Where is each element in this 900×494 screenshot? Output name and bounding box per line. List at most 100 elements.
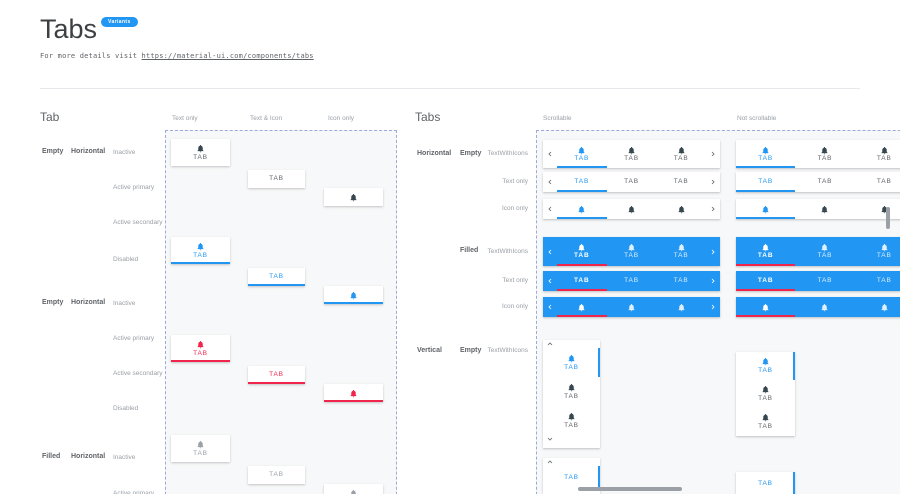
tab[interactable]: TAB — [607, 237, 657, 266]
vertical-scrollbar-thumb[interactable] — [886, 207, 890, 229]
tab[interactable]: TAB — [171, 335, 230, 362]
tab[interactable]: TAB — [656, 172, 706, 192]
scroll-next-button[interactable] — [706, 271, 720, 291]
scroll-next-button[interactable] — [706, 199, 720, 219]
section-title: Tabs — [415, 110, 441, 124]
scroll-next-button[interactable] — [706, 140, 720, 168]
active-indicator — [736, 289, 796, 291]
tab[interactable]: TAB — [607, 140, 657, 168]
tab[interactable]: TAB — [543, 377, 600, 406]
tab[interactable]: TAB — [656, 237, 706, 266]
chevron-right-icon — [711, 304, 715, 310]
active-indicator — [598, 348, 600, 377]
horizontal-scrollbar-thumb[interactable] — [578, 487, 682, 491]
scroll-next-button[interactable] — [706, 297, 720, 317]
tab-label: TAB — [876, 177, 892, 185]
tab[interactable]: TAB — [557, 237, 607, 266]
scroll-down-button[interactable] — [543, 435, 557, 443]
tab[interactable]: TAB — [248, 170, 305, 188]
tab[interactable]: TAB — [543, 348, 600, 377]
active-indicator — [324, 400, 383, 402]
tabs-bar: TAB TAB TAB — [543, 140, 720, 168]
bell-icon — [197, 440, 204, 448]
tab[interactable]: TAB — [736, 140, 796, 168]
tab[interactable] — [324, 188, 383, 206]
chevron-right-icon — [711, 179, 715, 185]
state-label: Active secondary — [113, 219, 163, 226]
tab-label: TAB — [758, 154, 774, 162]
tab[interactable]: TAB — [795, 172, 854, 192]
tab[interactable] — [795, 297, 854, 317]
tab[interactable] — [607, 199, 657, 219]
tab[interactable]: TAB — [248, 366, 305, 384]
tab[interactable]: TAB — [557, 172, 607, 192]
tab[interactable] — [324, 484, 383, 494]
tab[interactable]: TAB — [248, 466, 305, 484]
scroll-up-button[interactable] — [543, 340, 557, 348]
tab[interactable]: TAB — [607, 172, 657, 192]
tab[interactable]: TAB — [855, 172, 900, 192]
scroll-next-button[interactable] — [706, 237, 720, 266]
scroll-prev-button[interactable] — [543, 271, 557, 291]
tab[interactable]: TAB — [656, 271, 706, 291]
subtitle-link[interactable]: https://material-ui.com/components/tabs — [141, 52, 314, 60]
chevron-left-icon — [548, 179, 552, 185]
chevron-left-icon — [548, 278, 552, 284]
scroll-prev-button[interactable] — [543, 237, 557, 266]
tab[interactable] — [855, 297, 900, 317]
tab[interactable] — [324, 384, 383, 402]
tab[interactable]: TAB — [795, 271, 854, 291]
divider — [40, 88, 860, 89]
tab[interactable]: TAB — [736, 472, 795, 494]
tab[interactable] — [736, 199, 796, 219]
tab[interactable]: TAB — [656, 140, 706, 168]
tab[interactable]: TAB — [543, 406, 600, 435]
tab[interactable]: TAB — [171, 139, 230, 166]
tab[interactable]: TAB — [607, 271, 657, 291]
tab-label: TAB — [564, 421, 579, 429]
tab-label: TAB — [624, 276, 639, 284]
tabs-bar: TAB TAB TAB — [736, 237, 900, 266]
tab[interactable]: TAB — [795, 237, 854, 266]
scroll-prev-button[interactable] — [543, 172, 557, 192]
tab[interactable]: TAB — [543, 466, 600, 490]
tab[interactable] — [324, 286, 383, 304]
tab[interactable] — [656, 199, 706, 219]
scroll-up-button[interactable] — [543, 458, 557, 466]
tab[interactable]: TAB — [248, 268, 305, 286]
tab[interactable]: TAB — [557, 271, 607, 291]
scroll-next-button[interactable] — [706, 172, 720, 192]
tab-label: TAB — [757, 276, 774, 284]
bell-icon — [762, 414, 769, 422]
tab[interactable]: TAB — [736, 237, 796, 266]
bell-icon — [568, 412, 575, 420]
fill-label: Empty — [42, 299, 64, 306]
tab[interactable]: TAB — [795, 140, 854, 168]
variants-badge: Variants — [101, 17, 138, 27]
tab[interactable]: TAB — [855, 237, 900, 266]
active-indicator — [324, 302, 383, 304]
scroll-prev-button[interactable] — [543, 199, 557, 219]
tab[interactable] — [557, 199, 607, 219]
tab[interactable]: TAB — [736, 380, 795, 408]
scroll-prev-button[interactable] — [543, 297, 557, 317]
tab[interactable] — [855, 199, 900, 219]
bell-icon — [678, 244, 685, 252]
tab[interactable]: TAB — [736, 408, 795, 436]
scroll-prev-button[interactable] — [543, 140, 557, 168]
tab[interactable]: TAB — [557, 140, 607, 168]
tab[interactable]: TAB — [171, 237, 230, 264]
tab-label: TAB — [758, 367, 773, 375]
tab-label: TAB — [193, 449, 208, 457]
tab[interactable]: TAB — [736, 271, 796, 291]
tab[interactable]: TAB — [736, 352, 795, 380]
tab[interactable] — [736, 297, 796, 317]
tab[interactable]: TAB — [736, 172, 796, 192]
tab[interactable] — [795, 199, 854, 219]
tab[interactable] — [607, 297, 657, 317]
tab[interactable]: TAB — [855, 271, 900, 291]
tab[interactable] — [557, 297, 607, 317]
tab[interactable]: TAB — [171, 435, 230, 462]
tab[interactable] — [656, 297, 706, 317]
tab[interactable]: TAB — [855, 140, 900, 168]
